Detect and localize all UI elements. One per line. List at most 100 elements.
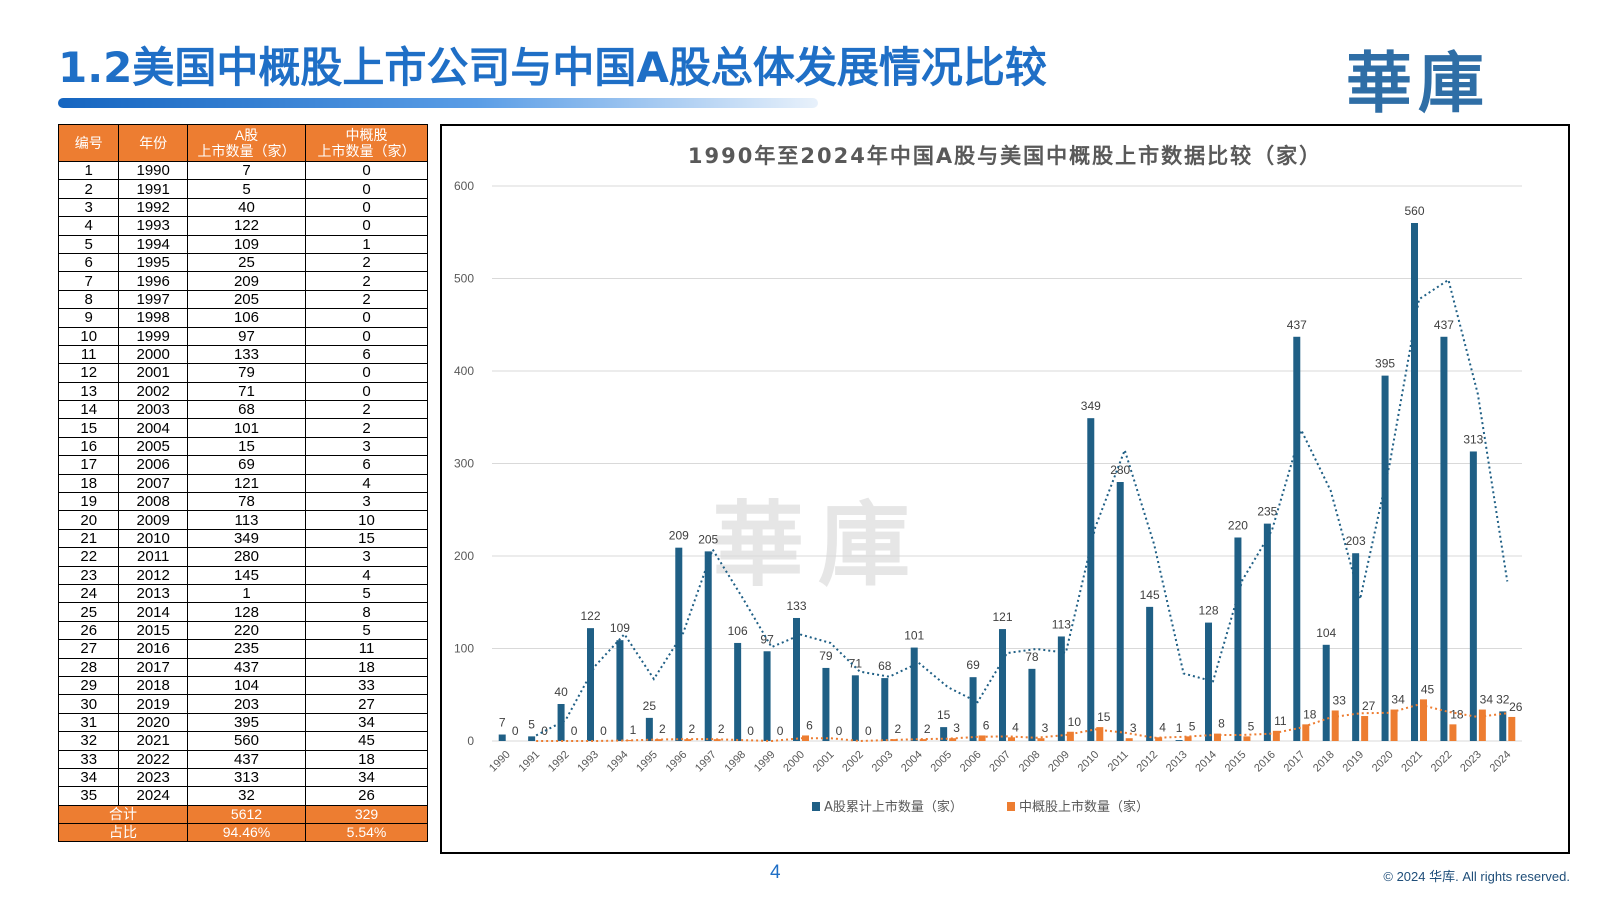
bar-china-concept (978, 735, 986, 741)
x-tick-label: 2017 (1282, 749, 1308, 775)
table-cell: 113 (186, 510, 307, 530)
table-cell: 33 (305, 675, 428, 696)
header-text-line: 上市数量（家） (197, 143, 296, 159)
table-cell: 32 (57, 731, 120, 751)
table-row: 32 2021 560 45 (57, 731, 428, 751)
table-cell: 1 (186, 583, 307, 604)
table-cell: 209 (186, 271, 307, 291)
header-text-line: 编号 (74, 135, 103, 151)
data-label-china-concept: 0 (571, 724, 578, 738)
table-cell: 16 (57, 436, 120, 457)
summary-cell: 94.46% (186, 823, 307, 843)
data-label-china-concept: 2 (924, 722, 931, 736)
x-tick-label: 2005 (928, 749, 954, 775)
bar-china-concept (1066, 731, 1074, 741)
data-label-china-concept: 2 (688, 722, 695, 736)
table-cell: 2 (305, 400, 428, 420)
table-cell: 2017 (118, 657, 188, 677)
data-label-china-concept: 0 (512, 724, 519, 738)
data-table: 编号 年份 A股 上市数量（家） 中概股 上市数量（家） 1 1990 7 0 2 1991 5… (57, 124, 428, 843)
table-cell: 24 (57, 583, 120, 604)
table-cell: 31 (57, 712, 120, 733)
table-cell: 3 (305, 547, 428, 567)
table-cell: 2018 (118, 675, 188, 696)
summary-cell: 占比 (58, 823, 188, 843)
table-cell: 3 (305, 436, 428, 457)
table-cell: 14 (57, 400, 120, 420)
bar-a-share (910, 647, 918, 741)
table-cell: 6 (305, 455, 428, 475)
data-label-a-share: 15 (937, 708, 951, 722)
x-tick-label: 2023 (1458, 749, 1484, 775)
data-label-china-concept: 33 (1333, 693, 1347, 707)
table-row: 29 2018 104 33 (57, 675, 428, 696)
data-table-container: 编号 年份 A股 上市数量（家） 中概股 上市数量（家） 1 1990 7 0 2 1991 5… (57, 124, 428, 843)
bar-a-share (1087, 418, 1095, 741)
table-row: 20 2009 113 10 (57, 510, 428, 530)
summary-cell: 5.54% (305, 823, 428, 843)
chart-panel: 華庫 0 100 200 300 400 500 600 7 0 1990 5 0 1991 40 0 199… (440, 124, 1570, 854)
bar-a-share (587, 628, 594, 741)
table-cell: 121 (186, 473, 307, 494)
table-cell: 19 (57, 492, 120, 512)
table-cell: 34 (305, 767, 428, 788)
y-tick-label: 100 (454, 642, 474, 656)
table-cell: 122 (186, 216, 307, 236)
data-label-china-concept: 0 (747, 724, 754, 738)
bar-a-share (1411, 223, 1418, 741)
data-label-a-share: 5 (528, 717, 535, 731)
bar-a-share (969, 677, 977, 741)
table-cell: 2008 (118, 492, 188, 512)
bar-china-concept (1508, 716, 1516, 741)
table-cell: 1999 (118, 326, 188, 346)
bar-china-concept (802, 735, 809, 741)
table-cell: 34 (57, 767, 120, 788)
table-cell: 2016 (118, 639, 188, 659)
bar-a-share (1234, 537, 1242, 741)
table-cell: 8 (305, 602, 428, 622)
x-tick-label: 1996 (664, 749, 690, 775)
chart-title: 1990年至2024年中国A股与美国中概股上市数据比较（家） (687, 144, 1323, 168)
table-cell: 28 (57, 657, 120, 677)
table-cell: 27 (305, 694, 428, 714)
table-cell: 20 (57, 510, 120, 530)
bar-a-share (1293, 336, 1301, 741)
data-label-china-concept: 5 (1248, 719, 1255, 733)
data-label-china-concept: 3 (1130, 721, 1137, 735)
table-cell: 2013 (118, 583, 188, 604)
table-cell: 2021 (118, 731, 188, 751)
bar-a-share (1381, 375, 1389, 741)
table-row: 30 2019 203 27 (57, 694, 428, 714)
data-label-a-share: 78 (1025, 650, 1039, 664)
data-label-a-share: 349 (1081, 399, 1101, 413)
table-cell: 349 (186, 528, 307, 549)
bar-china-concept (625, 740, 633, 741)
table-row: 28 2017 437 18 (57, 657, 428, 677)
table-cell: 2023 (118, 767, 188, 788)
table-cell: 26 (57, 620, 120, 641)
title-underline (58, 98, 818, 108)
data-label-china-concept: 3 (953, 721, 960, 735)
table-row: 22 2011 280 3 (57, 547, 428, 567)
bar-china-concept (1302, 724, 1310, 741)
table-row: 16 2005 15 3 (57, 436, 428, 457)
data-label-a-share: 40 (554, 685, 568, 699)
table-cell: 3 (305, 492, 428, 512)
table-cell: 109 (186, 234, 307, 254)
table-cell: 15 (186, 436, 307, 457)
header-year: 年份 (118, 124, 188, 162)
table-row: 14 2003 68 2 (57, 400, 428, 420)
table-row: 11 2000 133 6 (57, 344, 428, 365)
table-row: 13 2002 71 0 (57, 381, 428, 402)
table-cell: 27 (57, 639, 120, 659)
legend-swatch (1007, 802, 1015, 811)
data-label-a-share: 128 (1198, 604, 1218, 618)
data-label-a-share: 113 (1052, 617, 1071, 631)
table-cell: 8 (57, 289, 120, 310)
table-cell: 133 (186, 344, 307, 365)
x-tick-label: 1997 (693, 749, 719, 775)
data-label-a-share: 7 (499, 716, 506, 730)
bar-china-concept (1478, 709, 1486, 741)
data-label-china-concept: 10 (1068, 715, 1082, 729)
table-cell: 1997 (118, 289, 188, 310)
